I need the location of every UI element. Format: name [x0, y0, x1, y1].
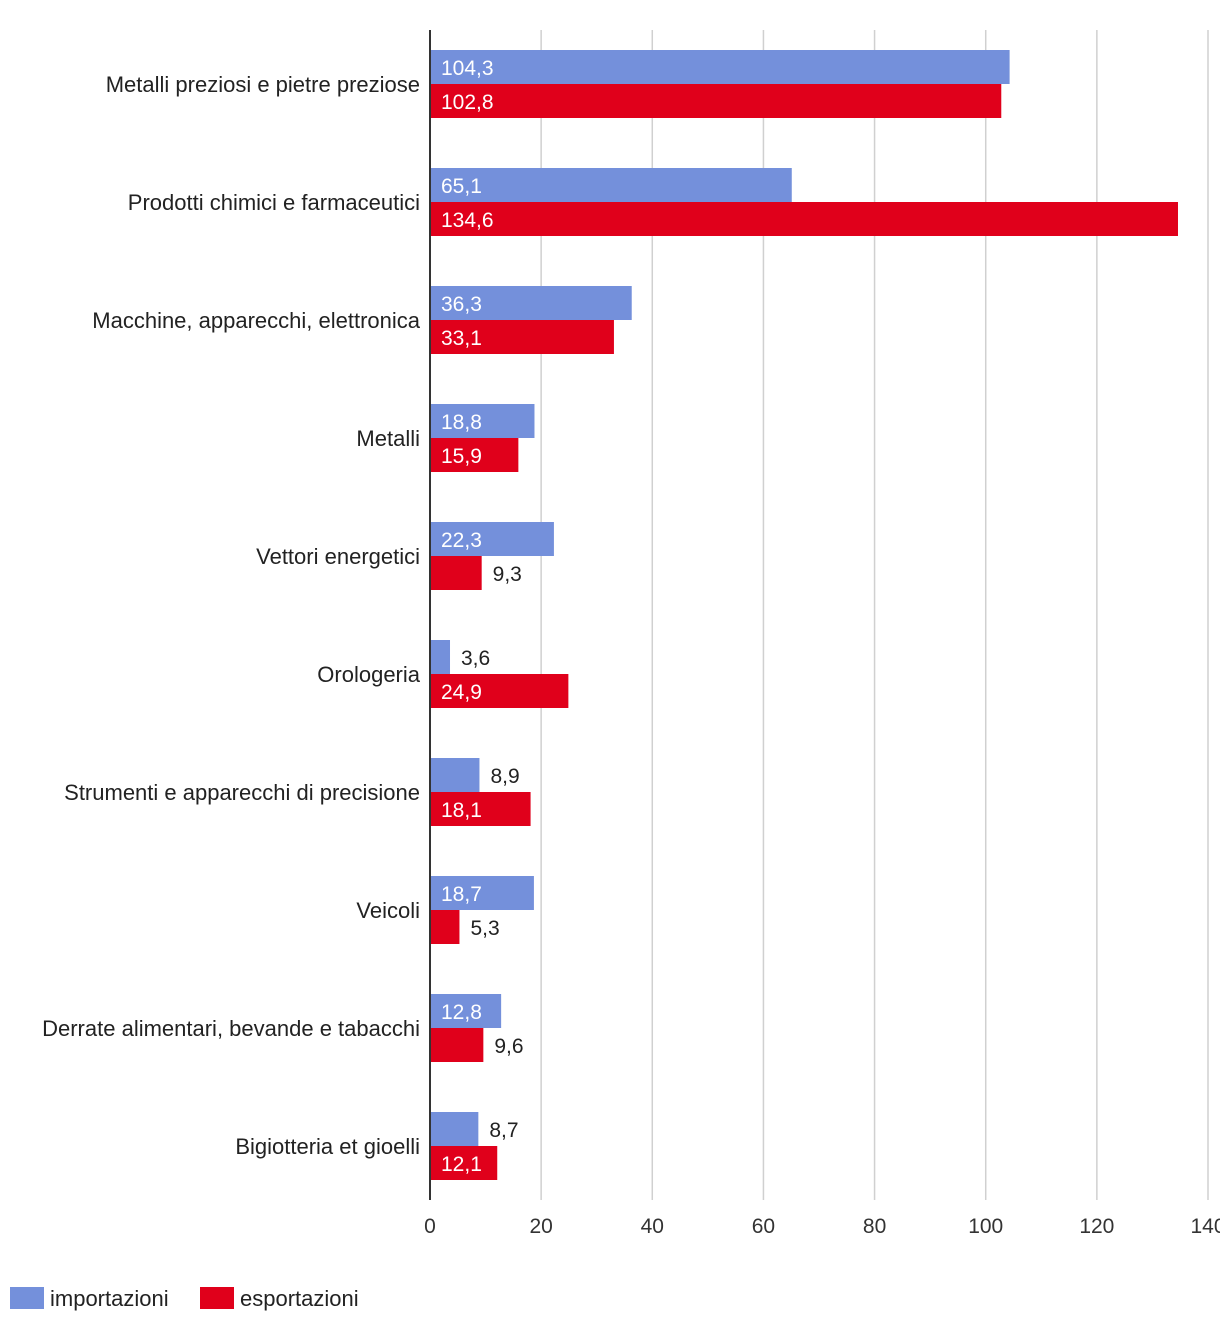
x-tick-label: 20: [529, 1215, 552, 1238]
category-label: Veicoli: [356, 898, 420, 923]
export-bar: [430, 320, 614, 354]
bar-value-label: 8,7: [489, 1119, 518, 1142]
export-bar: [430, 1028, 484, 1062]
x-tick-label: 120: [1079, 1215, 1114, 1238]
x-tick-label: 0: [424, 1215, 436, 1238]
bar-value-label: 36,3: [441, 293, 482, 316]
x-tick-label: 60: [752, 1215, 775, 1238]
category-label: Orologeria: [317, 662, 420, 687]
import-bar: [430, 522, 554, 556]
x-tick-label: 140: [1190, 1215, 1220, 1238]
bar-value-label: 104,3: [441, 57, 494, 80]
bar-value-label: 12,1: [441, 1153, 482, 1176]
category-label: Metalli: [356, 426, 420, 451]
legend-swatch: [200, 1287, 234, 1309]
import-bar: [430, 1112, 479, 1146]
import-bar: [430, 994, 502, 1028]
import-bar: [430, 404, 535, 438]
bar-value-label: 65,1: [441, 175, 482, 198]
bar-value-label: 102,8: [441, 91, 494, 114]
bar-value-label: 134,6: [441, 209, 494, 232]
category-label: Strumenti e apparecchi di precisione: [64, 780, 420, 805]
export-bar: [430, 438, 519, 472]
bar-value-label: 18,7: [441, 883, 482, 906]
export-bar: [430, 674, 569, 708]
bar-value-label: 22,3: [441, 529, 482, 552]
import-bar: [430, 640, 451, 674]
bar-value-label: 9,3: [493, 563, 522, 586]
bar-value-label: 9,6: [494, 1035, 523, 1058]
bar-value-label: 15,9: [441, 445, 482, 468]
import-bar: [430, 168, 792, 202]
export-bar: [430, 1146, 498, 1180]
export-bar: [430, 202, 1178, 236]
bar-value-label: 18,8: [441, 411, 482, 434]
import-bar: [430, 876, 534, 910]
bar-value-label: 8,9: [490, 765, 519, 788]
bar-value-label: 33,1: [441, 327, 482, 350]
legend-swatch: [10, 1287, 44, 1309]
category-label: Macchine, apparecchi, elettronica: [92, 308, 420, 333]
legend-label: importazioni: [50, 1286, 169, 1311]
category-label: Prodotti chimici e farmaceutici: [128, 190, 420, 215]
x-tick-label: 80: [863, 1215, 886, 1238]
category-label: Metalli preziosi e pietre preziose: [106, 72, 420, 97]
bar-value-label: 24,9: [441, 681, 482, 704]
bar-value-label: 18,1: [441, 799, 482, 822]
x-tick-label: 40: [641, 1215, 664, 1238]
x-tick-label: 100: [968, 1215, 1003, 1238]
export-bar: [430, 910, 460, 944]
import-bar: [430, 758, 480, 792]
category-label: Derrate alimentari, bevande e tabacchi: [42, 1016, 420, 1041]
bar-value-label: 3,6: [461, 647, 490, 670]
category-label: Vettori energetici: [256, 544, 420, 569]
legend-label: esportazioni: [240, 1286, 359, 1311]
bar-value-label: 12,8: [441, 1001, 482, 1024]
export-bar: [430, 556, 482, 590]
category-label: Bigiotteria et gioelli: [235, 1134, 420, 1159]
bar-value-label: 5,3: [470, 917, 499, 940]
export-bar: [430, 792, 531, 826]
import-bar: [430, 50, 1010, 84]
export-bar: [430, 84, 1002, 118]
import-bar: [430, 286, 632, 320]
